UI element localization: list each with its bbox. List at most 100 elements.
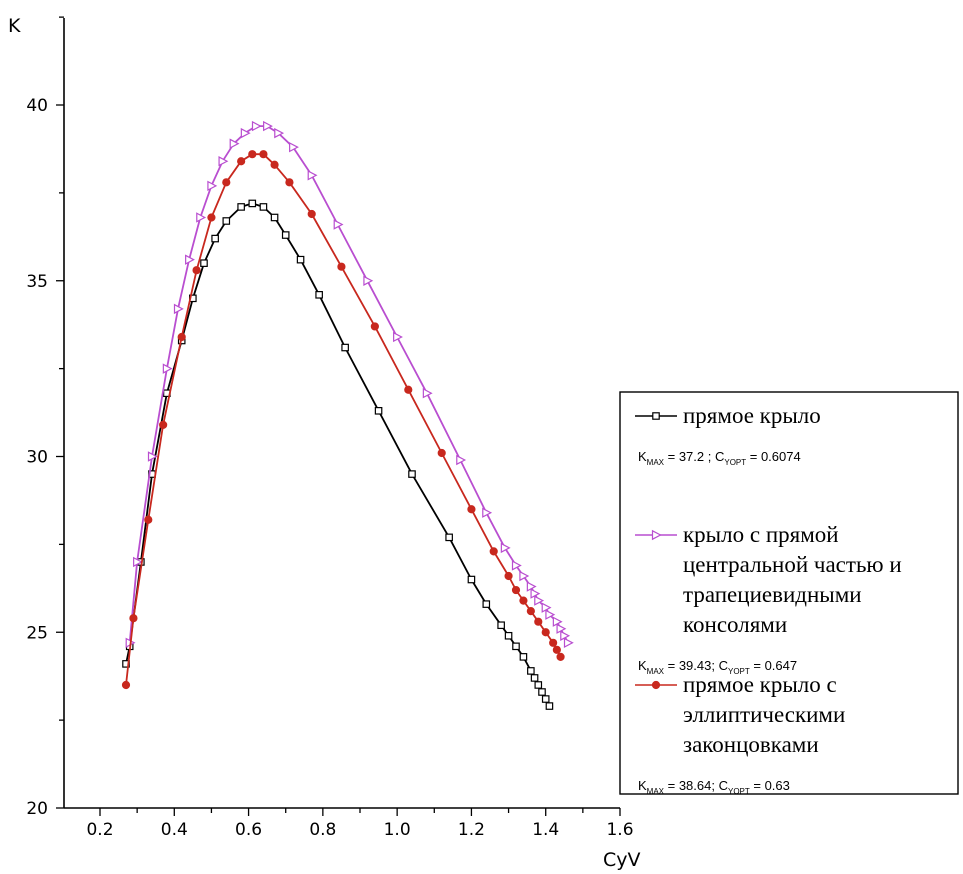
legend-kmax-note: KMAX = 37.2 ; CYOPT = 0.6074 [638, 449, 801, 467]
x-tick-label: 1.6 [606, 820, 633, 840]
x-tick-label: 1.0 [384, 820, 411, 840]
data-point [147, 451, 158, 462]
data-point [281, 231, 290, 239]
y-tick-label: 25 [26, 623, 48, 643]
data-point [489, 547, 498, 556]
y-tick-label: 30 [26, 448, 48, 468]
data-point [541, 602, 552, 613]
data-point [259, 203, 268, 211]
data-point [259, 150, 268, 159]
x-axis-label: CyV [603, 849, 641, 871]
data-point [333, 219, 344, 230]
data-point [121, 680, 131, 690]
data-point [274, 127, 285, 139]
data-point [341, 343, 349, 352]
legend-kmax-note: KMAX = 38.64; CYOPT = 0.63 [638, 778, 790, 796]
data-point [500, 542, 511, 554]
legend-box [619, 391, 959, 795]
data-point [482, 600, 491, 608]
y-tick-label: 40 [26, 96, 48, 116]
data-point [467, 575, 476, 584]
data-point [530, 674, 539, 682]
data-point [270, 160, 279, 169]
data-point [248, 150, 257, 159]
data-point [196, 212, 207, 223]
data-point [307, 170, 318, 181]
legend: прямое крыло KMAX = 37.2 ; CYOPT = 0.6074… [619, 391, 959, 796]
series-line [125, 202, 551, 707]
data-point [541, 695, 550, 703]
data-point [200, 259, 208, 267]
data-point [289, 141, 299, 153]
legend-marker [651, 529, 662, 541]
data-point [437, 448, 446, 458]
data-point [511, 585, 521, 595]
data-point [467, 505, 476, 514]
data-point [511, 560, 522, 571]
data-point [393, 331, 403, 343]
data-point [270, 213, 279, 222]
data-point [512, 642, 520, 651]
data-point [530, 588, 541, 599]
data-point [159, 420, 168, 429]
data-point [527, 667, 535, 675]
data-point [545, 609, 556, 620]
series-3 [121, 150, 565, 690]
y-tick-label: 20 [26, 799, 48, 819]
x-tick-label: 0.6 [235, 820, 262, 840]
data-point [263, 120, 273, 132]
y-tick-label: 35 [26, 272, 48, 292]
data-point [229, 138, 240, 149]
data-point [552, 645, 561, 654]
legend-label: прямое крыло [683, 403, 821, 428]
x-tick-label: 0.2 [86, 820, 113, 840]
data-point [222, 217, 231, 225]
data-point [497, 621, 505, 630]
data-point [237, 157, 246, 166]
data-point [408, 470, 416, 478]
data-point [296, 255, 305, 264]
data-point [218, 156, 229, 167]
data-point [422, 388, 433, 399]
axes: 20 25 30 35 40 0.2 0.4 0.6 0.8 1.0 1.2 1.4 1.6 K CyV [8, 15, 641, 871]
data-point [374, 407, 383, 415]
data-point [556, 652, 565, 661]
data-point [211, 234, 219, 243]
legend-label: прямое крыло с эллиптическими законцовками [683, 672, 845, 757]
data-point [526, 581, 537, 592]
data-point [237, 203, 245, 211]
x-tick-label: 1.4 [532, 820, 559, 840]
data-point [552, 616, 563, 627]
data-point [363, 275, 374, 286]
data-point [133, 556, 143, 568]
data-point [207, 213, 216, 222]
data-point [144, 515, 153, 524]
data-point [177, 332, 186, 342]
data-point [173, 303, 184, 315]
data-point [248, 199, 257, 208]
data-point [251, 120, 262, 132]
series-2 [125, 120, 574, 648]
x-tick-label: 1.2 [458, 820, 485, 840]
data-point [545, 702, 554, 710]
data-point [504, 631, 513, 640]
legend-kmax-note: KMAX = 39.43; CYOPT = 0.647 [638, 658, 797, 676]
data-point [519, 653, 528, 661]
data-point [404, 385, 413, 394]
data-point [504, 571, 513, 581]
data-point [307, 209, 316, 219]
data-point [445, 533, 453, 542]
data-point [370, 322, 379, 331]
data-point [519, 596, 528, 605]
data-point [538, 688, 546, 696]
y-axis-label: K [8, 15, 21, 37]
legend-entry-2: крыло с прямой центральной частью и трапец… [635, 522, 902, 676]
data-point [456, 454, 467, 466]
data-point [534, 681, 543, 689]
data-point [519, 570, 530, 582]
series-layer [121, 120, 574, 710]
data-point [240, 127, 251, 139]
data-point [526, 607, 535, 616]
x-tick-label: 0.8 [309, 820, 336, 840]
